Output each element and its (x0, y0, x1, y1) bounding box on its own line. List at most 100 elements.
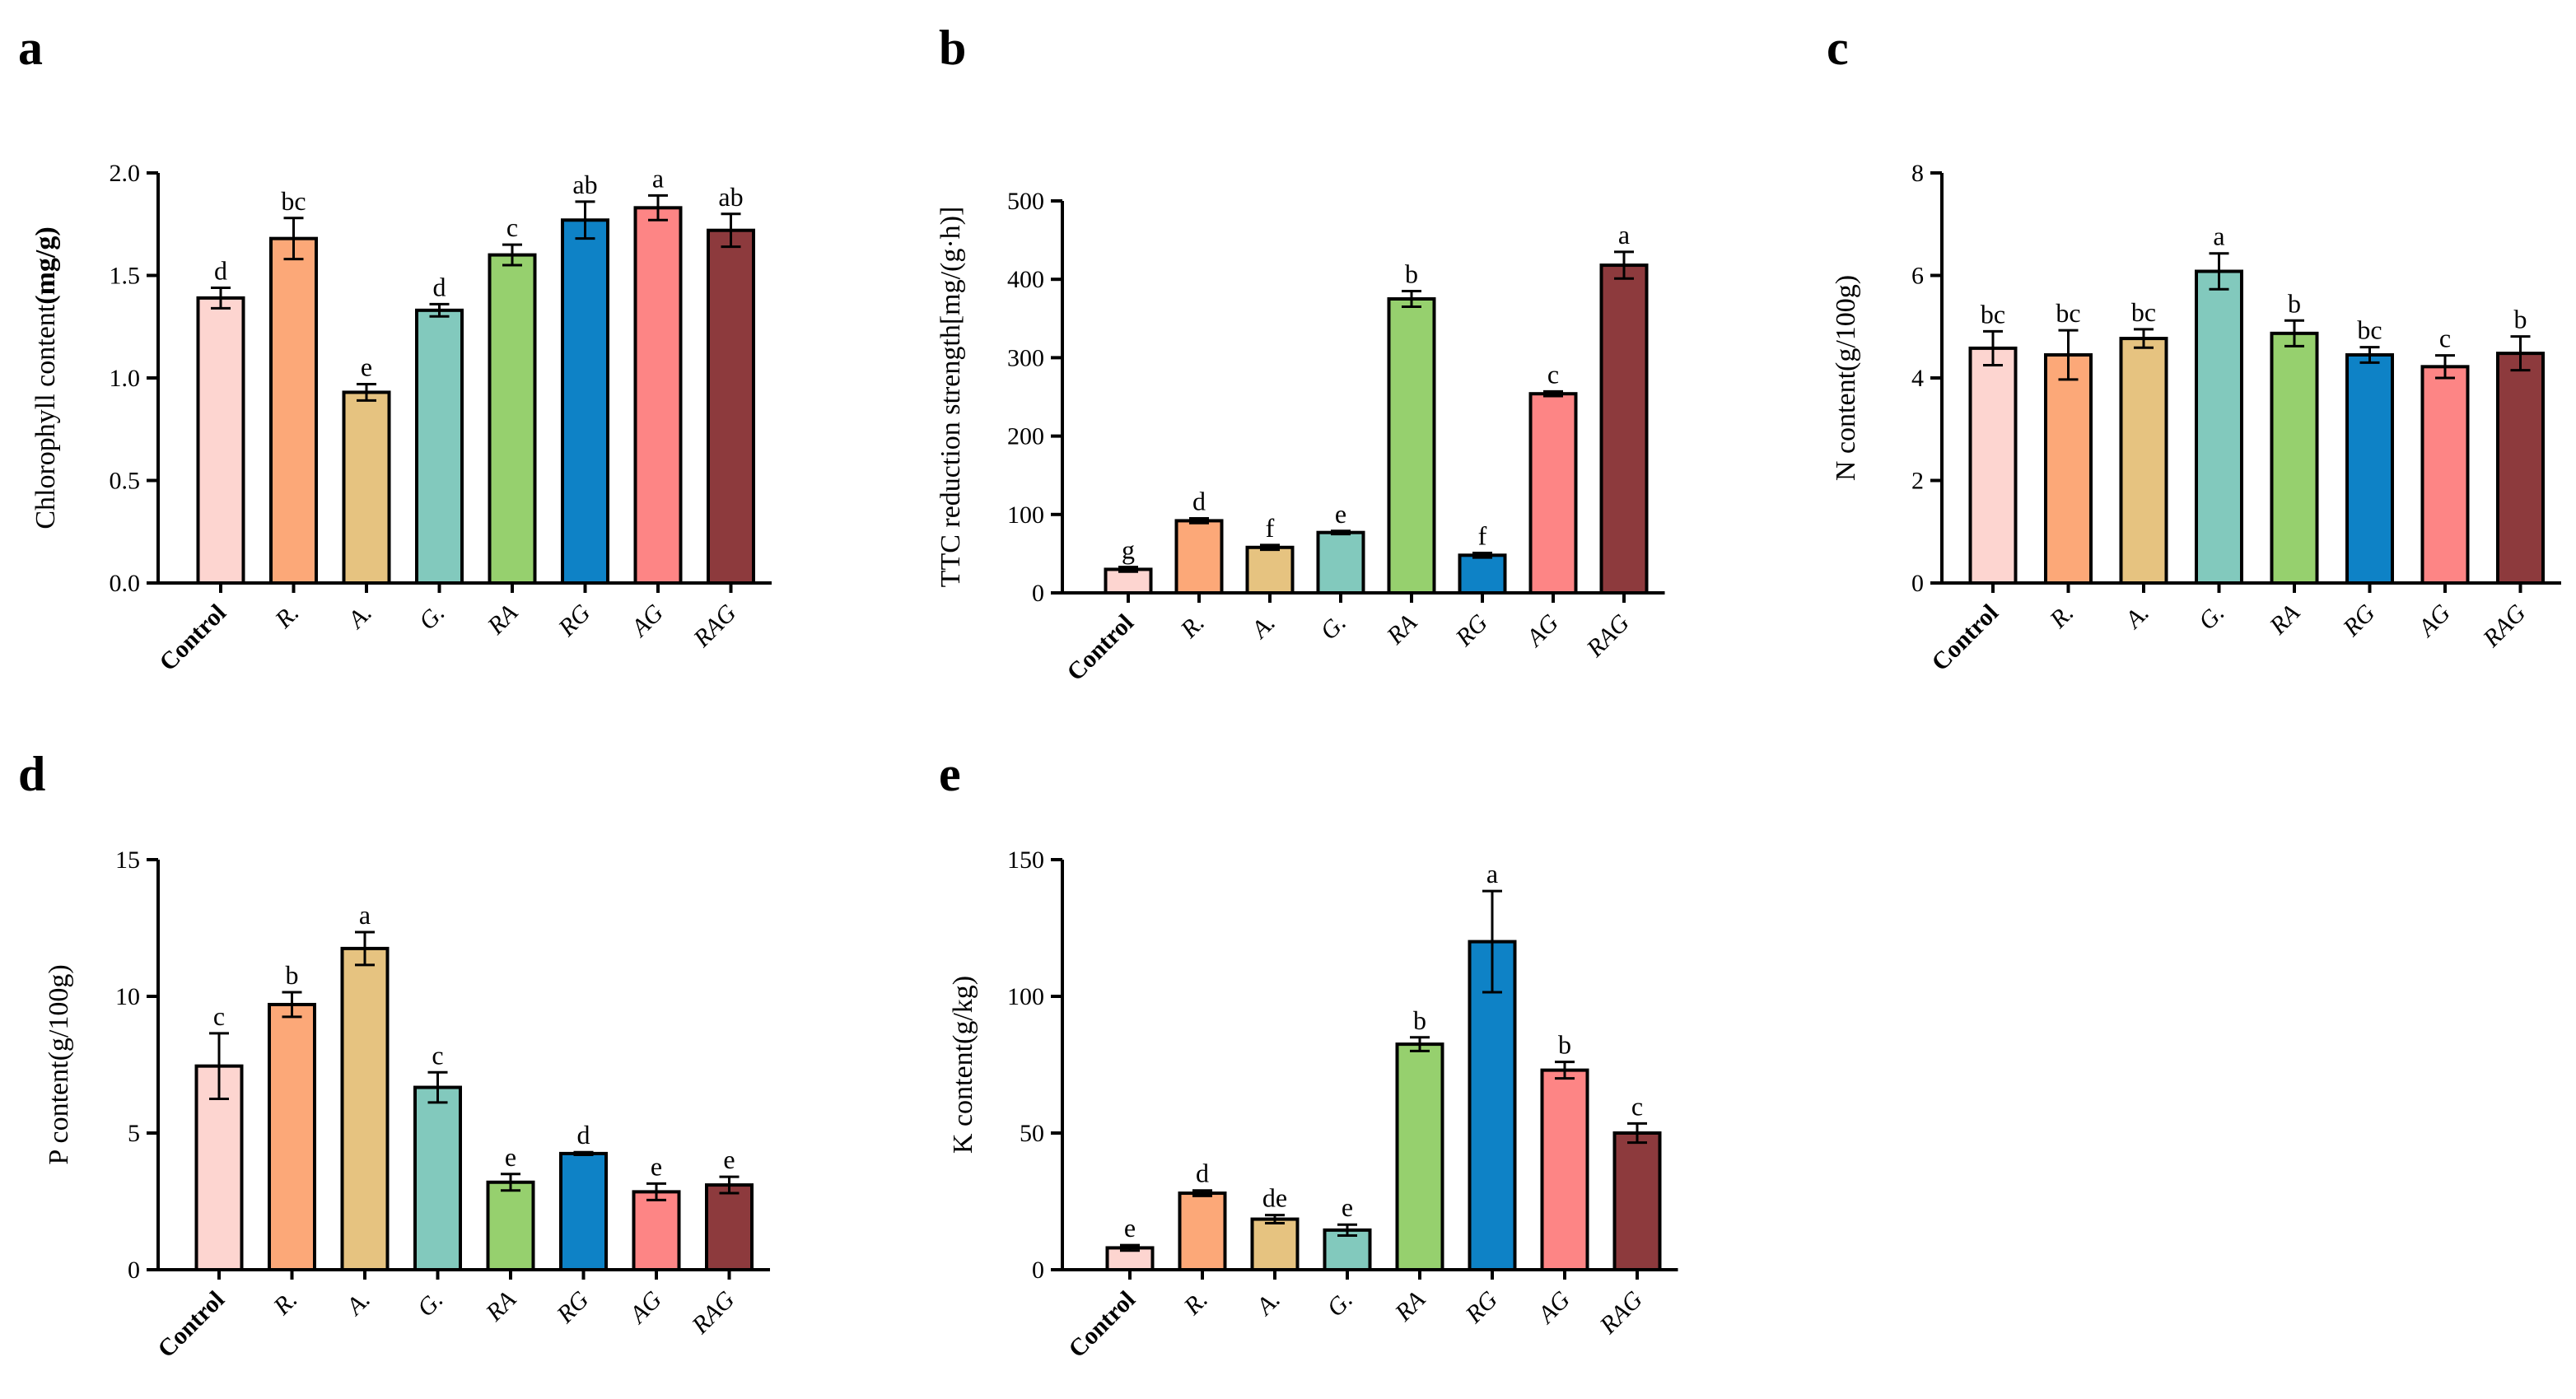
bar-G. (2195, 269, 2243, 585)
chart-panel-c: c 0 2 4 6 8 bc Control bc R. bc A. a G. b RA bc RG c AG b RAG… (1827, 21, 2561, 676)
x-tick-label: RAG (1581, 609, 1636, 663)
x-tick-label: R. (1178, 1286, 1213, 1321)
significance-letter: b (1558, 1030, 1571, 1060)
y-axis-label-main: N content(g/100g) (1831, 275, 1861, 481)
bar-AG (2420, 365, 2470, 585)
x-tick-label: RAG (686, 1285, 740, 1340)
bar-RG (1458, 553, 1507, 595)
bar-RAG (1599, 263, 1649, 595)
bar-Control (1104, 567, 1153, 595)
y-tick-label: 2.0 (110, 160, 141, 187)
significance-letter: a (2213, 222, 2224, 251)
y-axis-label: K content(g/kg) (948, 976, 978, 1154)
x-tick-label: RG (553, 599, 596, 642)
y-tick-label: 5 (128, 1120, 140, 1147)
significance-letter: c (1547, 359, 1559, 389)
bar-RG (1468, 940, 1517, 1271)
bar-A. (340, 946, 390, 1272)
bar-A. (2119, 337, 2168, 585)
panel-letter: e (939, 747, 961, 801)
y-tick-label: 1.0 (110, 365, 141, 392)
significance-letter: c (2439, 324, 2451, 353)
bar-AG (1528, 392, 1578, 595)
significance-letter: b (1413, 1005, 1426, 1035)
significance-letter: b (2288, 288, 2301, 318)
x-tick-label: G. (413, 599, 450, 636)
panel-letter: d (18, 747, 45, 801)
bar-RA (2270, 331, 2319, 585)
x-tick-label: Control (1063, 1286, 1141, 1364)
x-tick-label: A. (342, 599, 377, 635)
y-axis-label-main: Chlorophyll content (30, 304, 61, 529)
y-tick-label: 200 (1007, 423, 1044, 450)
significance-letter: g (1122, 535, 1135, 565)
x-tick-label: RAG (688, 599, 742, 653)
y-axis-label-unit: (mg/g) (30, 226, 61, 304)
y-tick-label: 0 (128, 1257, 140, 1284)
y-tick-label: 0.5 (110, 468, 141, 495)
bar-Control (1968, 346, 2018, 585)
significance-letter: e (361, 352, 372, 381)
x-tick-label: RA (480, 1285, 521, 1327)
x-tick-label: AG (1520, 609, 1564, 652)
x-tick-label: R. (1175, 609, 1210, 644)
bar-R. (269, 236, 318, 585)
significance-letter: e (505, 1142, 516, 1172)
significance-letter: ab (718, 182, 743, 212)
significance-letter: a (1618, 220, 1630, 249)
bar-R. (2044, 352, 2093, 585)
y-axis-label: TTC reduction strength[mg/(g·h)] (936, 207, 966, 588)
y-tick-label: 0 (1911, 570, 1924, 597)
significance-letter: a (1486, 859, 1498, 888)
y-tick-label: 100 (1007, 501, 1044, 529)
y-tick-label: 0.0 (110, 570, 141, 597)
y-tick-label: 8 (1911, 160, 1924, 187)
x-tick-label: G. (1322, 1286, 1358, 1322)
significance-letter: f (1266, 513, 1275, 543)
y-tick-label: 0 (1032, 580, 1044, 607)
x-tick-label: RA (2264, 599, 2305, 640)
y-tick-label: 150 (1007, 846, 1044, 874)
y-axis-label-main: P content(g/100g) (44, 964, 74, 1164)
panel-letter: c (1827, 21, 1849, 75)
chart-panel-b: b 0 100 200 300 400 500 g Control d R. f A. e G. b RA f RG… (936, 21, 1665, 686)
panel-letter: b (939, 21, 966, 75)
y-tick-label: 2 (1911, 468, 1924, 495)
significance-letter: d (433, 272, 446, 301)
x-tick-label: Control (154, 599, 231, 677)
x-tick-label: RG (2337, 599, 2381, 642)
x-tick-label: A. (2119, 599, 2154, 635)
significance-letter: d (214, 255, 227, 285)
bar-RA (1395, 1042, 1444, 1271)
bar-AG (633, 206, 683, 585)
significance-letter: ab (572, 170, 597, 199)
significance-letter: b (2514, 305, 2527, 334)
significance-letter: d (577, 1120, 590, 1150)
significance-letter: b (1405, 259, 1418, 288)
y-tick-label: 10 (115, 983, 140, 1010)
significance-letter: a (652, 163, 664, 193)
y-tick-label: 50 (1020, 1120, 1044, 1147)
chart-panel-e: e 0 50 100 150 e Control d R. de A. e G. b RA a RG b AG c RA… (939, 747, 1678, 1363)
x-tick-label: G. (2193, 599, 2229, 636)
y-tick-label: 400 (1007, 266, 1044, 293)
x-tick-label: RG (551, 1285, 595, 1329)
significance-letter: d (1192, 487, 1206, 516)
bar-G. (415, 308, 464, 585)
x-tick-label: RAG (1594, 1285, 1649, 1340)
y-tick-label: 100 (1007, 983, 1044, 1010)
significance-letter: d (1196, 1159, 1209, 1188)
panel-letter: a (18, 21, 43, 75)
bar-RG (559, 1151, 608, 1272)
y-axis-label-main: K content(g/kg) (948, 976, 978, 1154)
significance-letter: e (723, 1145, 735, 1174)
y-tick-label: 15 (115, 846, 140, 874)
chart-panel-a: a 0.0 0.5 1.0 1.5 2.0 d Control bc R. e A. d G. c RA ab R… (18, 21, 772, 676)
bar-RAG (1612, 1131, 1662, 1271)
y-tick-label: 500 (1007, 188, 1044, 215)
y-tick-label: 0 (1032, 1257, 1044, 1284)
significance-letter: e (1342, 1192, 1353, 1222)
x-tick-label: R. (2044, 599, 2079, 634)
y-axis-label-main: TTC reduction strength[mg/(g·h)] (936, 207, 966, 588)
